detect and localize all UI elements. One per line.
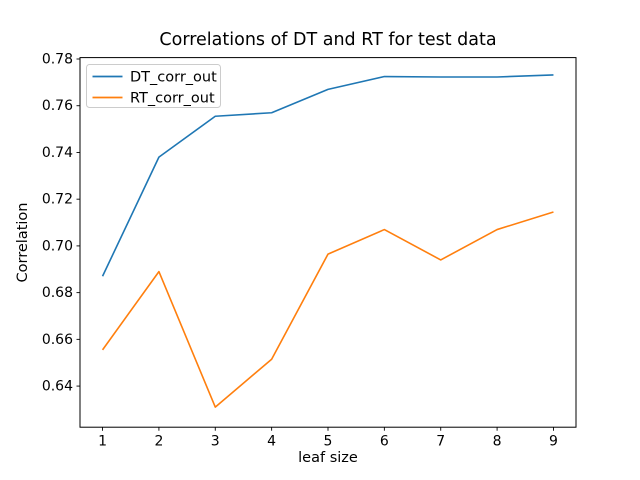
series-line-RT_corr_out — [101, 211, 554, 408]
axes-spines — [79, 57, 577, 428]
y-tick-label: 0.78 — [42, 51, 73, 67]
legend-label-DT_corr_out: DT_corr_out — [130, 69, 217, 85]
y-tick-label: 0.68 — [42, 285, 73, 301]
y-tick-label: 0.74 — [42, 145, 73, 161]
x-tick-label: 1 — [98, 434, 107, 450]
y-tick-label: 0.66 — [42, 332, 73, 348]
series-line-DT_corr_out — [101, 74, 554, 277]
y-axis-label: Correlation — [15, 203, 31, 283]
x-tick-label: 7 — [436, 434, 445, 450]
x-tick-label: 9 — [549, 434, 558, 450]
legend-label-RT_corr_out: RT_corr_out — [130, 90, 215, 106]
chart-title: Correlations of DT and RT for test data — [159, 30, 496, 50]
x-tick-label: 8 — [493, 434, 502, 450]
x-tick-label: 4 — [267, 434, 276, 450]
y-tick-label: 0.70 — [42, 238, 73, 254]
x-tick-label: 5 — [324, 434, 333, 450]
x-tick-label: 3 — [211, 434, 220, 450]
x-tick-label: 2 — [154, 434, 163, 450]
y-tick-label: 0.72 — [42, 192, 73, 208]
x-tick-label: 6 — [380, 434, 389, 450]
y-tick-label: 0.64 — [42, 379, 73, 395]
y-tick-label: 0.76 — [42, 98, 73, 114]
x-axis-label: leaf size — [298, 450, 358, 466]
